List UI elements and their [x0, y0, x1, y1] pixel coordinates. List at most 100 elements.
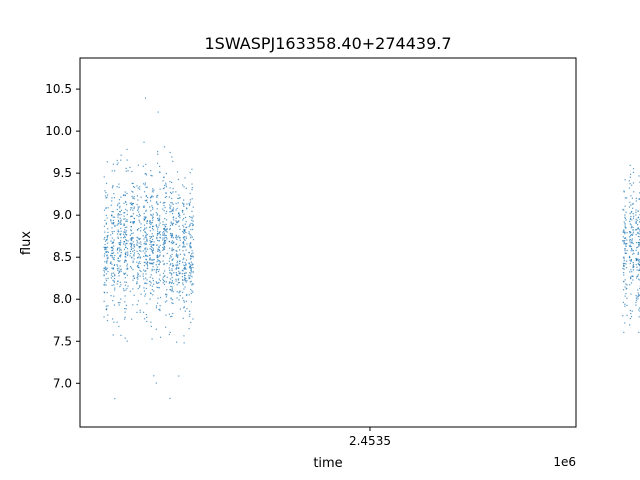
data-point	[190, 271, 192, 273]
data-point	[129, 243, 131, 245]
data-point	[182, 284, 184, 286]
data-point	[175, 264, 177, 266]
data-point	[113, 277, 116, 280]
data-point	[190, 288, 192, 291]
data-point	[111, 252, 113, 254]
data-point	[144, 252, 146, 254]
data-point	[164, 270, 166, 272]
data-point	[117, 230, 119, 233]
data-point	[178, 215, 180, 217]
y-tick-label: 8.5	[53, 250, 72, 264]
data-point	[136, 277, 138, 279]
data-point	[157, 194, 159, 197]
data-point	[166, 294, 168, 296]
data-point	[116, 163, 118, 166]
data-point	[629, 223, 631, 225]
data-point	[628, 256, 630, 258]
data-point	[163, 228, 165, 230]
data-point	[631, 241, 633, 243]
data-point	[172, 187, 174, 190]
data-point	[192, 220, 194, 222]
data-point	[139, 214, 141, 217]
data-point	[184, 275, 186, 277]
data-point	[629, 212, 631, 215]
data-point	[184, 230, 186, 233]
data-point	[171, 223, 173, 225]
data-point	[113, 193, 115, 195]
data-point	[624, 216, 626, 218]
data-point	[146, 222, 148, 225]
data-point	[132, 275, 134, 277]
data-point	[632, 269, 635, 271]
data-point	[176, 341, 178, 343]
data-point	[191, 187, 193, 189]
data-point	[189, 192, 191, 195]
data-point	[123, 235, 126, 237]
data-point	[162, 208, 164, 210]
data-point	[190, 269, 192, 271]
data-point	[120, 268, 122, 270]
data-point	[132, 269, 134, 271]
data-point	[172, 312, 174, 315]
data-point	[120, 236, 122, 239]
data-point	[632, 215, 635, 217]
data-point	[137, 164, 140, 166]
data-point	[158, 264, 160, 266]
data-point	[189, 172, 191, 174]
data-point	[159, 261, 161, 263]
data-point	[124, 311, 126, 313]
data-point	[151, 175, 153, 177]
data-point	[177, 236, 179, 238]
data-point	[110, 277, 113, 279]
data-point	[159, 251, 161, 253]
data-point	[630, 259, 632, 261]
data-point	[107, 256, 109, 258]
data-point	[119, 269, 121, 271]
data-point	[157, 287, 159, 289]
data-point	[159, 309, 161, 312]
data-point	[111, 214, 113, 217]
data-point	[624, 242, 626, 244]
data-point	[113, 304, 116, 306]
data-point	[112, 279, 114, 281]
data-point	[622, 208, 624, 211]
data-point	[156, 236, 158, 238]
data-point	[152, 188, 154, 190]
data-point	[188, 294, 190, 296]
data-point	[183, 267, 186, 269]
data-point	[145, 247, 147, 249]
data-point	[144, 199, 146, 202]
data-point	[635, 301, 637, 303]
data-point	[159, 171, 161, 173]
data-point	[192, 228, 194, 231]
data-point	[120, 159, 122, 161]
data-point	[153, 258, 155, 261]
data-point	[125, 281, 128, 283]
data-point	[110, 261, 112, 263]
data-point	[145, 227, 148, 229]
data-point	[130, 252, 132, 255]
data-point	[176, 297, 178, 299]
data-point	[191, 198, 193, 200]
data-point	[622, 236, 625, 238]
data-point	[190, 247, 192, 249]
data-point	[129, 238, 131, 240]
data-point	[165, 296, 167, 298]
data-point	[137, 187, 139, 189]
data-point	[192, 239, 195, 241]
data-point	[630, 278, 632, 280]
data-point	[165, 219, 168, 221]
data-point	[111, 242, 113, 244]
data-point	[182, 317, 184, 319]
data-point	[137, 252, 139, 255]
data-point	[158, 220, 160, 222]
data-point	[182, 297, 184, 299]
data-point	[190, 292, 192, 295]
data-point	[155, 202, 158, 204]
data-point	[137, 278, 139, 280]
data-point	[111, 187, 114, 189]
data-point	[140, 223, 142, 225]
data-point	[120, 298, 122, 300]
data-point	[144, 249, 146, 251]
data-point	[638, 264, 640, 266]
